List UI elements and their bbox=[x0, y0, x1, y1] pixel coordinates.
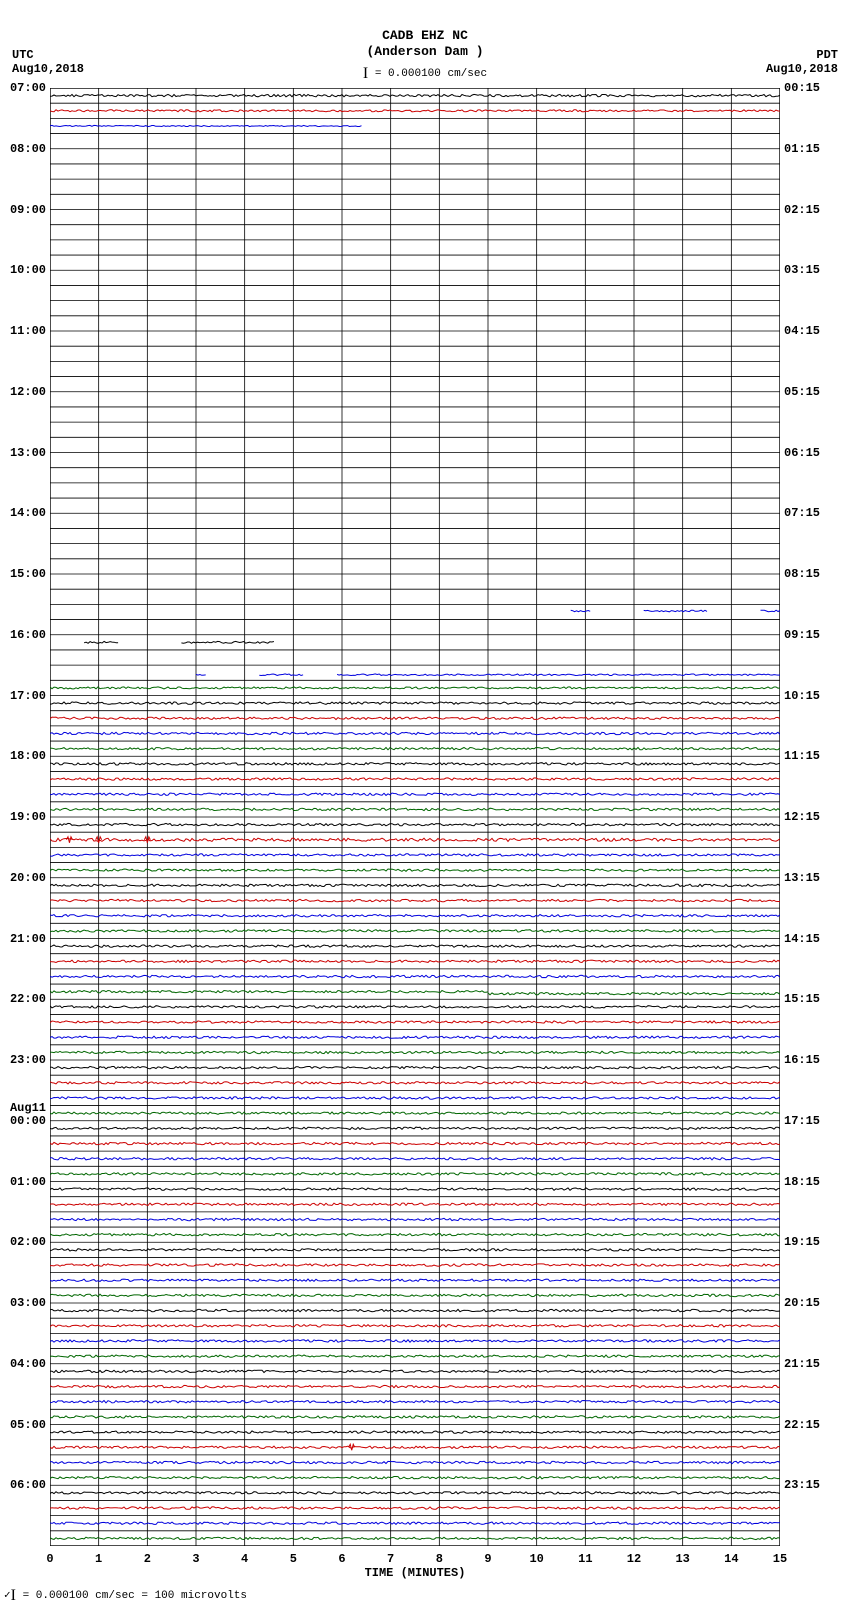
x-tick-label: 8 bbox=[436, 1552, 443, 1566]
utc-hour-label: 05:00 bbox=[10, 1418, 46, 1432]
utc-hour-label: 13:00 bbox=[10, 446, 46, 460]
utc-hour-label: 03:00 bbox=[10, 1296, 46, 1310]
station-code: CADB EHZ NC bbox=[0, 28, 850, 44]
utc-hour-label: 11:00 bbox=[10, 324, 46, 338]
x-tick-label: 5 bbox=[290, 1552, 297, 1566]
scale-bar-icon: I bbox=[363, 65, 368, 83]
x-tick-label: 6 bbox=[338, 1552, 345, 1566]
utc-hour-label: 16:00 bbox=[10, 628, 46, 642]
utc-date: Aug10,2018 bbox=[12, 62, 84, 76]
plot-svg bbox=[50, 88, 780, 1546]
x-tick-label: 11 bbox=[578, 1552, 592, 1566]
x-tick-label: 3 bbox=[192, 1552, 199, 1566]
pdt-hour-label: 13:15 bbox=[784, 871, 820, 885]
pdt-hour-label: 11:15 bbox=[784, 749, 820, 763]
x-tick-label: 13 bbox=[675, 1552, 689, 1566]
pdt-hour-label: 06:15 bbox=[784, 446, 820, 460]
pdt-hour-label: 16:15 bbox=[784, 1053, 820, 1067]
header: CADB EHZ NC (Anderson Dam ) bbox=[0, 28, 850, 60]
x-tick-label: 10 bbox=[529, 1552, 543, 1566]
x-tick-label: 2 bbox=[144, 1552, 151, 1566]
tz-pdt: PDT bbox=[766, 48, 838, 62]
x-axis-title: TIME (MINUTES) bbox=[50, 1566, 780, 1580]
footer-bar-icon: I bbox=[11, 1587, 16, 1605]
utc-hour-label: 01:00 bbox=[10, 1175, 46, 1189]
footer-scale: ✓I = 0.000100 cm/sec = 100 microvolts bbox=[4, 1587, 247, 1605]
pdt-hour-label: 09:15 bbox=[784, 628, 820, 642]
pdt-hour-label: 12:15 bbox=[784, 810, 820, 824]
utc-hour-label: 22:00 bbox=[10, 992, 46, 1006]
utc-hour-label: 08:00 bbox=[10, 142, 46, 156]
pdt-hour-label: 02:15 bbox=[784, 203, 820, 217]
utc-hour-label: 17:00 bbox=[10, 689, 46, 703]
footer-text: = 0.000100 cm/sec = 100 microvolts bbox=[23, 1590, 247, 1602]
pdt-hour-label: 18:15 bbox=[784, 1175, 820, 1189]
utc-hour-label: 00:00 bbox=[10, 1114, 46, 1128]
seismogram-plot: 07:0008:0009:0010:0011:0012:0013:0014:00… bbox=[50, 88, 780, 1546]
x-tick-label: 15 bbox=[773, 1552, 787, 1566]
pdt-hour-label: 00:15 bbox=[784, 81, 820, 95]
pdt-hour-label: 22:15 bbox=[784, 1418, 820, 1432]
utc-hour-label: 06:00 bbox=[10, 1478, 46, 1492]
utc-hour-label: 21:00 bbox=[10, 932, 46, 946]
pdt-hour-label: 05:15 bbox=[784, 385, 820, 399]
pdt-hour-label: 17:15 bbox=[784, 1114, 820, 1128]
pdt-hour-label: 20:15 bbox=[784, 1296, 820, 1310]
utc-hour-label: 18:00 bbox=[10, 749, 46, 763]
utc-label-block: UTC Aug10,2018 bbox=[12, 48, 84, 76]
utc-hour-label: 02:00 bbox=[10, 1235, 46, 1249]
x-tick-label: 4 bbox=[241, 1552, 248, 1566]
pdt-hour-label: 21:15 bbox=[784, 1357, 820, 1371]
pdt-hour-label: 14:15 bbox=[784, 932, 820, 946]
utc-hour-label: 19:00 bbox=[10, 810, 46, 824]
pdt-hour-label: 10:15 bbox=[784, 689, 820, 703]
pdt-hour-label: 19:15 bbox=[784, 1235, 820, 1249]
utc-hour-label: 14:00 bbox=[10, 506, 46, 520]
x-tick-label: 1 bbox=[95, 1552, 102, 1566]
x-tick-label: 9 bbox=[484, 1552, 491, 1566]
seismogram-page: CADB EHZ NC (Anderson Dam ) I = 0.000100… bbox=[0, 0, 850, 1613]
utc-hour-label: 10:00 bbox=[10, 263, 46, 277]
x-tick-label: 7 bbox=[387, 1552, 394, 1566]
pdt-hour-label: 23:15 bbox=[784, 1478, 820, 1492]
pdt-hour-label: 08:15 bbox=[784, 567, 820, 581]
tz-utc: UTC bbox=[12, 48, 84, 62]
pdt-hour-label: 01:15 bbox=[784, 142, 820, 156]
x-tick-label: 14 bbox=[724, 1552, 738, 1566]
utc-hour-label: 15:00 bbox=[10, 567, 46, 581]
scale-legend: I = 0.000100 cm/sec bbox=[0, 65, 850, 83]
pdt-date: Aug10,2018 bbox=[766, 62, 838, 76]
utc-hour-label: 07:00 bbox=[10, 81, 46, 95]
pdt-hour-label: 03:15 bbox=[784, 263, 820, 277]
pdt-label-block: PDT Aug10,2018 bbox=[766, 48, 838, 76]
x-tick-label: 12 bbox=[627, 1552, 641, 1566]
pdt-hour-label: 04:15 bbox=[784, 324, 820, 338]
utc-hour-label: 23:00 bbox=[10, 1053, 46, 1067]
utc-hour-label: 12:00 bbox=[10, 385, 46, 399]
utc-hour-label: 04:00 bbox=[10, 1357, 46, 1371]
utc-hour-label: 20:00 bbox=[10, 871, 46, 885]
pdt-hour-label: 15:15 bbox=[784, 992, 820, 1006]
utc-day-change: Aug11 bbox=[10, 1101, 46, 1115]
footer-marker-icon: ✓ bbox=[4, 1590, 11, 1602]
utc-hour-label: 09:00 bbox=[10, 203, 46, 217]
pdt-hour-label: 07:15 bbox=[784, 506, 820, 520]
x-tick-label: 0 bbox=[46, 1552, 53, 1566]
station-location: (Anderson Dam ) bbox=[0, 44, 850, 60]
scale-text: = 0.000100 cm/sec bbox=[375, 68, 487, 80]
